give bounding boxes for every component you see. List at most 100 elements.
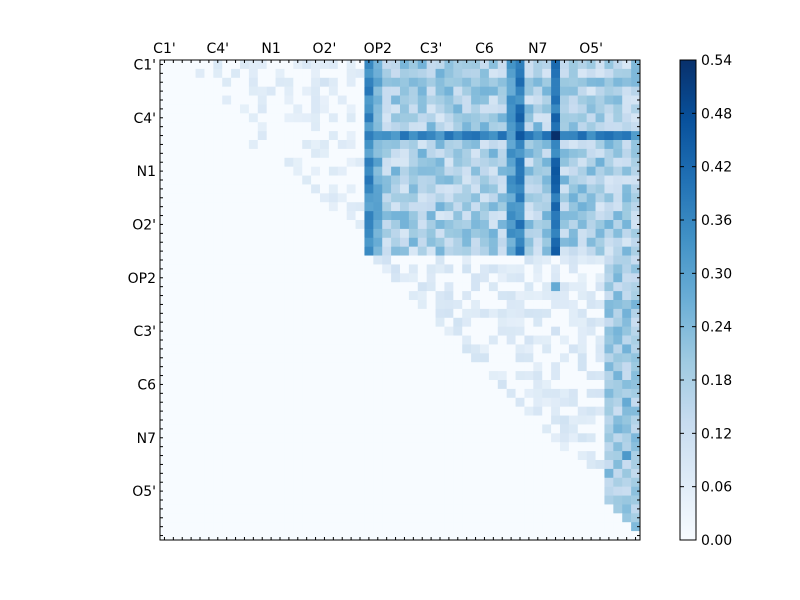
heatmap-cell: [195, 406, 205, 416]
heatmap-cell: [373, 104, 383, 114]
heatmap-cell: [320, 193, 330, 203]
heatmap-cell: [622, 380, 632, 390]
heatmap-cell: [364, 157, 374, 167]
heatmap-cell: [560, 122, 570, 132]
heatmap-cell: [515, 291, 525, 301]
heatmap-cell: [391, 166, 401, 176]
heatmap-cell: [391, 86, 401, 96]
heatmap-cell: [373, 451, 383, 461]
heatmap-cell: [515, 131, 525, 141]
heatmap-cell: [240, 291, 250, 301]
heatmap-cell: [266, 113, 276, 123]
heatmap-cell: [195, 104, 205, 114]
heatmap-cell: [506, 68, 516, 79]
heatmap-cell: [302, 60, 312, 70]
heatmap-cell: [275, 184, 285, 194]
heatmap-cell: [435, 68, 445, 79]
heatmap-cell: [408, 282, 419, 292]
heatmap-cell: [328, 104, 339, 114]
heatmap-cell: [622, 291, 632, 301]
colorbar-tick-label: 0.18: [701, 373, 732, 389]
heatmap-cell: [311, 282, 321, 292]
heatmap-cell: [160, 424, 170, 434]
heatmap-cell: [160, 433, 170, 443]
heatmap-cell: [213, 380, 223, 390]
heatmap-cell: [400, 60, 410, 70]
heatmap-cell: [320, 353, 330, 363]
heatmap-cell: [435, 353, 445, 363]
heatmap-cell: [462, 193, 472, 203]
heatmap-cell: [160, 415, 170, 425]
heatmap-cell: [595, 388, 605, 399]
heatmap-cell: [471, 228, 481, 239]
heatmap-cell: [480, 308, 490, 319]
heatmap-cell: [213, 95, 223, 105]
heatmap-cell: [400, 397, 410, 407]
heatmap-cell: [391, 406, 401, 416]
heatmap-cell: [168, 104, 179, 114]
heatmap-cell: [497, 220, 507, 230]
heatmap-cell: [284, 308, 294, 319]
heatmap-cell: [177, 220, 187, 230]
heatmap-cell: [382, 140, 392, 150]
heatmap-cell: [204, 335, 214, 345]
heatmap-cell: [453, 531, 463, 541]
heatmap-cell: [231, 415, 241, 425]
heatmap-cell: [408, 433, 419, 443]
heatmap-cell: [604, 344, 614, 354]
heatmap-cell: [497, 228, 507, 239]
heatmap-cell: [595, 237, 605, 247]
heatmap-cell: [444, 228, 454, 239]
heatmap-cell: [453, 95, 463, 105]
heatmap-cell: [222, 406, 232, 416]
heatmap-cell: [408, 255, 419, 265]
heatmap-cell: [480, 113, 490, 123]
heatmap-cell: [453, 255, 463, 265]
heatmap-cell: [204, 193, 214, 203]
heatmap-cell: [488, 486, 499, 496]
heatmap-cell: [284, 415, 294, 425]
heatmap-cell: [382, 228, 392, 239]
heatmap-cell: [568, 184, 579, 194]
heatmap-cell: [222, 113, 232, 123]
heatmap-cell: [275, 397, 285, 407]
heatmap-cell: [248, 353, 259, 363]
heatmap-cell: [382, 486, 392, 496]
heatmap-cell: [231, 371, 241, 381]
heatmap-cell: [275, 131, 285, 141]
heatmap-cell: [631, 140, 641, 150]
heatmap-cell: [568, 291, 579, 301]
heatmap-cell: [453, 451, 463, 461]
heatmap-cell: [373, 477, 383, 487]
heatmap-cell: [355, 495, 365, 505]
heatmap-cell: [426, 95, 436, 105]
heatmap-cell: [328, 157, 339, 167]
heatmap-cell: [488, 362, 499, 372]
heatmap-cell: [346, 460, 356, 470]
heatmap-cell: [222, 202, 232, 212]
heatmap-cell: [186, 148, 196, 159]
heatmap-cell: [302, 397, 312, 407]
heatmap-cell: [204, 86, 214, 96]
heatmap-cell: [488, 148, 499, 159]
heatmap-cell: [328, 122, 339, 132]
heatmap-cell: [471, 362, 481, 372]
y-tick-label: O2': [132, 217, 156, 233]
heatmap-cell: [266, 140, 276, 150]
heatmap-cell: [533, 335, 543, 345]
heatmap-cell: [222, 140, 232, 150]
heatmap-cell: [382, 104, 392, 114]
heatmap-cell: [231, 228, 241, 239]
heatmap-cell: [604, 531, 614, 541]
heatmap-cell: [595, 131, 605, 141]
heatmap-cell: [373, 380, 383, 390]
heatmap-cell: [462, 104, 472, 114]
heatmap-cell: [497, 362, 507, 372]
heatmap-cell: [328, 371, 339, 381]
heatmap-cell: [391, 273, 401, 283]
heatmap-cell: [382, 424, 392, 434]
heatmap-cell: [204, 202, 214, 212]
heatmap-cell: [506, 228, 516, 239]
heatmap-cell: [231, 460, 241, 470]
heatmap-cell: [462, 460, 472, 470]
